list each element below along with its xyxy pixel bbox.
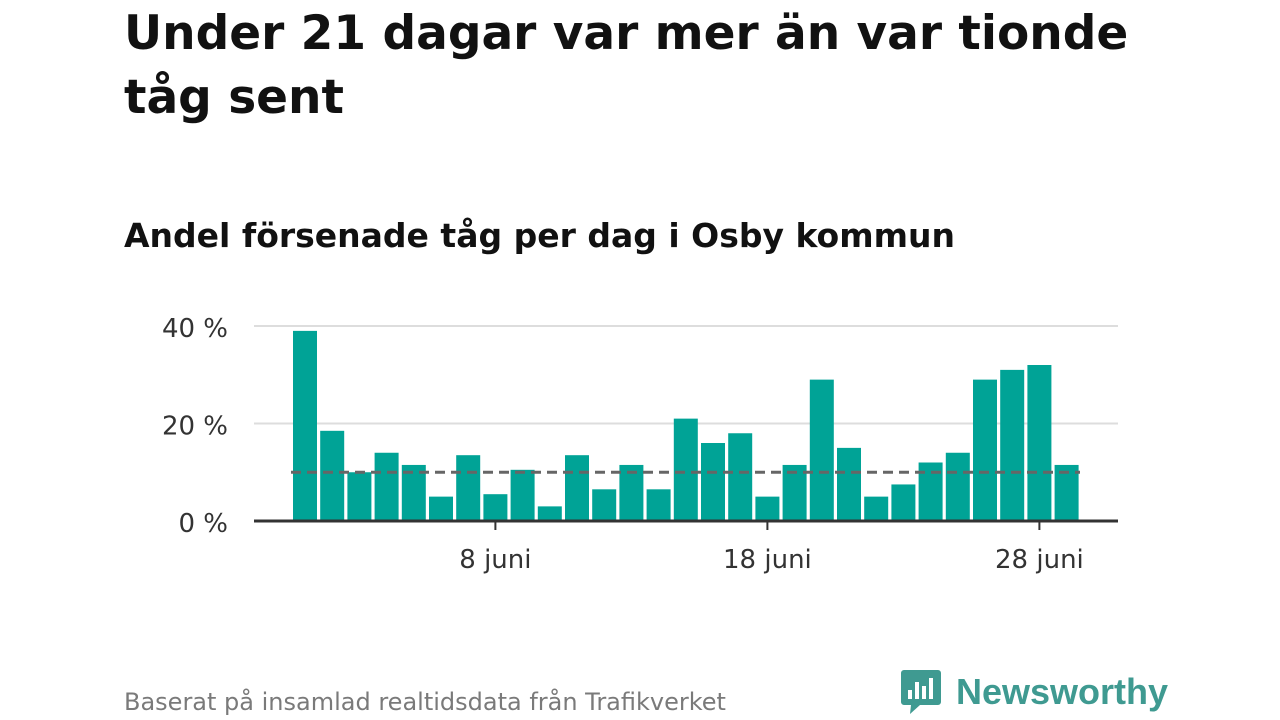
y-tick-label: 40 %	[162, 314, 228, 344]
bar	[293, 330, 317, 521]
bar	[374, 452, 399, 521]
bar	[565, 455, 589, 521]
bar	[510, 469, 535, 521]
bar	[701, 443, 725, 521]
newsworthy-logo-icon	[901, 670, 941, 714]
source-note: Baserat på insamlad realtidsdata från Tr…	[124, 688, 726, 716]
brand-name: Newsworthy	[956, 671, 1169, 712]
bar	[429, 496, 453, 521]
bar	[837, 447, 861, 521]
bar	[456, 455, 481, 521]
x-tick-label: 8 juni	[459, 545, 531, 575]
bar	[864, 496, 889, 521]
bar	[401, 464, 426, 521]
bar	[1027, 365, 1052, 521]
brand[interactable]: Newsworthy	[900, 668, 1168, 716]
x-tick-label: 28 juni	[995, 545, 1084, 575]
bar	[755, 496, 780, 521]
bar	[945, 452, 970, 521]
y-tick-label: 0 %	[178, 509, 228, 539]
bar	[673, 418, 698, 521]
chart-subtitle: Andel försenade tåg per dag i Osby kommu…	[124, 216, 955, 255]
bar	[320, 430, 345, 521]
bar	[728, 433, 753, 521]
chart-title: Under 21 dagar var mer än var tionde tåg…	[124, 6, 1129, 125]
bar	[973, 379, 997, 521]
bar	[619, 464, 644, 521]
bar	[347, 472, 372, 521]
bar	[782, 464, 807, 521]
bar	[646, 489, 671, 521]
bar	[1054, 464, 1079, 521]
bar	[891, 484, 916, 521]
bar	[809, 379, 834, 521]
bar	[1000, 369, 1025, 521]
bar	[537, 506, 562, 521]
y-tick-label: 20 %	[162, 412, 228, 442]
x-tick-label: 18 juni	[723, 545, 812, 575]
bar	[483, 494, 508, 521]
bar	[592, 489, 617, 521]
